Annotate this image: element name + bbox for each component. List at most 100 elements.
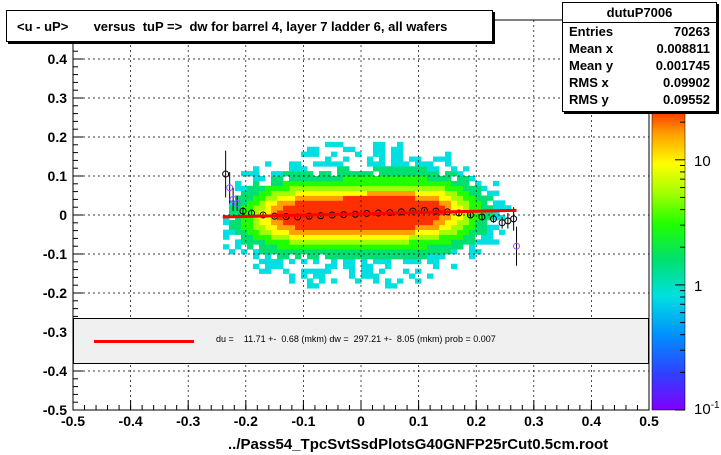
heatmap-cell bbox=[379, 185, 386, 192]
heatmap-cell bbox=[469, 224, 476, 231]
heatmap-cell bbox=[301, 200, 308, 206]
heatmap-cell bbox=[277, 244, 284, 250]
heatmap-cell bbox=[391, 180, 398, 187]
heatmap-cell bbox=[337, 180, 344, 187]
heatmap-cell bbox=[301, 258, 308, 265]
heatmap-cell bbox=[415, 195, 422, 201]
heatmap-cell bbox=[439, 244, 446, 250]
heatmap-cell bbox=[373, 215, 380, 221]
heatmap-cell bbox=[289, 195, 296, 201]
heatmap-cell bbox=[253, 254, 260, 260]
heatmap-cell bbox=[289, 258, 296, 265]
heatmap-cell bbox=[421, 185, 428, 192]
heatmap-cell bbox=[427, 229, 434, 235]
heatmap-cell bbox=[271, 244, 278, 250]
heatmap-cell bbox=[331, 141, 338, 148]
heatmap-cell bbox=[223, 234, 230, 240]
heatmap-cell bbox=[379, 195, 386, 201]
colorbar-tick-label: 10 bbox=[694, 153, 711, 170]
heatmap-cell bbox=[271, 234, 278, 240]
heatmap-cell bbox=[283, 249, 290, 255]
heatmap-cell bbox=[337, 219, 344, 226]
heatmap-cell bbox=[397, 234, 404, 240]
heatmap-cell bbox=[397, 205, 404, 211]
heatmap-cell bbox=[379, 176, 386, 182]
heatmap-cell bbox=[289, 176, 296, 182]
heatmap-cell bbox=[253, 180, 260, 187]
heatmap-cell bbox=[463, 190, 470, 196]
heatmap-cell bbox=[361, 180, 368, 187]
heatmap-cell bbox=[331, 263, 338, 270]
heatmap-cell bbox=[289, 190, 296, 196]
heatmap-cell bbox=[253, 263, 260, 270]
heatmap-cell bbox=[301, 229, 308, 235]
heatmap-cell bbox=[241, 219, 248, 226]
heatmap-cell bbox=[325, 161, 332, 167]
heatmap-cell bbox=[361, 244, 368, 250]
heatmap-cell bbox=[355, 224, 362, 231]
heatmap-cell bbox=[301, 180, 308, 187]
heatmap-cell bbox=[469, 205, 476, 211]
heatmap-cell bbox=[421, 180, 428, 187]
heatmap-cell bbox=[409, 176, 416, 182]
heatmap-cell bbox=[301, 268, 308, 274]
heatmap-cell bbox=[253, 190, 260, 196]
heatmap-cell bbox=[349, 180, 356, 187]
heatmap-cell bbox=[397, 141, 404, 148]
heatmap-cell bbox=[403, 215, 410, 221]
x-tick-label: 0.1 bbox=[409, 413, 429, 429]
heatmap-cell bbox=[379, 151, 386, 157]
heatmap-cell bbox=[319, 229, 326, 235]
heatmap-cell bbox=[349, 249, 356, 255]
heatmap-cell bbox=[301, 151, 308, 157]
heatmap-cell bbox=[289, 215, 296, 221]
heatmap-cell bbox=[337, 185, 344, 192]
heatmap-cell bbox=[337, 161, 344, 167]
heatmap-cell bbox=[397, 244, 404, 250]
heatmap-cell bbox=[295, 229, 302, 235]
heatmap-cell bbox=[433, 156, 440, 162]
stats-label: RMS x bbox=[569, 75, 609, 90]
heatmap-cell bbox=[355, 171, 362, 177]
heatmap-cell bbox=[343, 219, 350, 226]
heatmap-cell bbox=[385, 171, 392, 177]
heatmap-cell bbox=[331, 249, 338, 255]
heatmap-cell bbox=[385, 166, 392, 172]
heatmap-cell bbox=[295, 244, 302, 250]
heatmap-cell bbox=[439, 176, 446, 182]
heatmap-cell bbox=[457, 224, 464, 231]
heatmap-cell bbox=[409, 273, 416, 279]
heatmap-cell bbox=[277, 219, 284, 226]
heatmap-cell bbox=[331, 161, 338, 167]
heatmap-cell bbox=[271, 229, 278, 235]
heatmap-cell bbox=[421, 239, 428, 245]
heatmap-cell bbox=[409, 166, 416, 172]
heatmap-cell bbox=[367, 215, 374, 221]
fit-legend-text: du = 11.71 +- 0.68 (mkm) dw = 297.21 +- … bbox=[216, 334, 496, 344]
heatmap-cell bbox=[313, 283, 320, 289]
heatmap-cell bbox=[331, 229, 338, 235]
heatmap-cell bbox=[379, 219, 386, 226]
heatmap-cell bbox=[469, 195, 476, 201]
heatmap-cell bbox=[367, 219, 374, 226]
heatmap-cell bbox=[445, 249, 452, 255]
heatmap-cell bbox=[253, 185, 260, 192]
heatmap-cell bbox=[277, 205, 284, 211]
heatmap-cell bbox=[433, 171, 440, 177]
heatmap-cell bbox=[301, 190, 308, 196]
heatmap-cell bbox=[313, 161, 320, 167]
heatmap-cell bbox=[415, 200, 422, 206]
heatmap-cell bbox=[391, 249, 398, 255]
heatmap-cell bbox=[427, 176, 434, 182]
heatmap-cell bbox=[499, 205, 506, 211]
heatmap-cell bbox=[325, 239, 332, 245]
heatmap-cell bbox=[385, 244, 392, 250]
heatmap-cell bbox=[427, 205, 434, 211]
heatmap-cell bbox=[403, 224, 410, 231]
heatmap-cell bbox=[235, 244, 242, 250]
heatmap-cell bbox=[361, 249, 368, 255]
heatmap-cell bbox=[247, 210, 254, 216]
heatmap-cell bbox=[427, 185, 434, 192]
heatmap-cell bbox=[493, 239, 500, 245]
heatmap-cell bbox=[331, 190, 338, 196]
